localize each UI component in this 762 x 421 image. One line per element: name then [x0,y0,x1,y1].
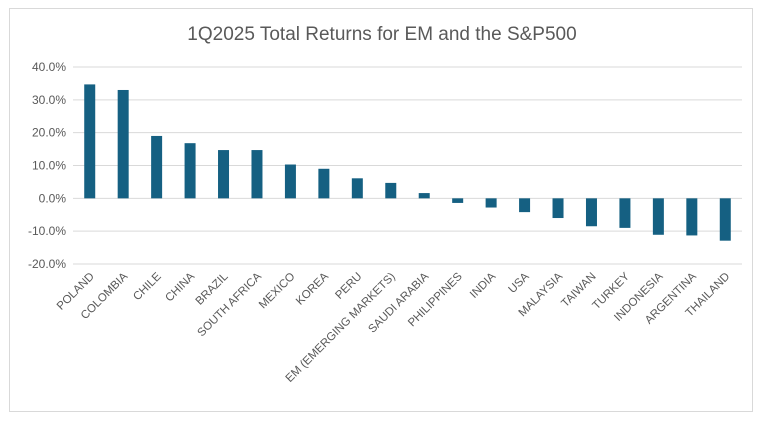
y-tick-label: 20.0% [32,126,66,140]
bar [485,198,497,208]
x-tick-label: KOREA [294,270,331,307]
bar [284,164,296,199]
bar [686,198,698,236]
chart-title: 1Q2025 Total Returns for EM and the S&P5… [187,24,576,45]
y-tick-label: 0.0% [39,191,67,205]
bar [552,198,564,219]
bar [719,198,731,241]
bar-chart: 1Q2025 Total Returns for EM and the S&P5… [28,24,742,385]
y-tick-label: 10.0% [32,159,66,173]
x-tick-label: USA [506,270,531,295]
chart-frame: 1Q2025 Total Returns for EM and the S&P5… [9,8,753,412]
y-tick-label: 30.0% [32,93,66,107]
bar [619,198,631,228]
y-tick-label: -20.0% [28,257,66,271]
bar [585,198,597,227]
y-tick-label: 40.0% [32,60,66,74]
bar [218,150,230,199]
bar [251,150,263,199]
bars [84,84,731,241]
bar [84,84,96,199]
bar [184,143,196,199]
bar [385,182,397,199]
x-tick-label: SOUTH AFRICA [196,270,265,339]
y-axis-labels: 40.0% 30.0% 20.0% 10.0% 0.0% -10.0% -20.0% [28,60,66,271]
x-tick-label: CHINA [163,270,197,304]
bar [318,168,330,199]
x-tick-label: PERU [333,271,364,302]
bar [151,135,163,199]
x-tick-label: CHILE [131,270,164,303]
bar [452,198,464,203]
bar [117,89,129,199]
bar [652,198,664,235]
x-tick-label: MEXICO [257,271,298,312]
bar [519,198,531,213]
y-tick-label: -10.0% [28,224,66,238]
gridlines [73,66,742,265]
x-tick-label: INDIA [468,270,498,300]
bar [351,178,363,199]
x-tick-label: SAUDI ARABIA [366,270,431,335]
bar [418,193,430,199]
